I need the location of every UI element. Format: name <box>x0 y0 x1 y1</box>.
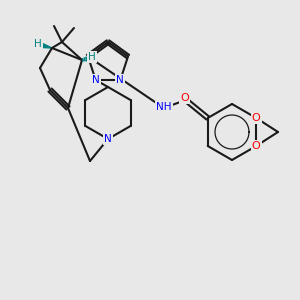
Polygon shape <box>39 43 52 48</box>
Text: NH: NH <box>156 102 172 112</box>
Text: N: N <box>116 75 124 85</box>
Text: H: H <box>88 52 96 62</box>
Text: N: N <box>104 134 112 144</box>
Text: O: O <box>180 93 189 103</box>
Text: N: N <box>92 75 100 85</box>
Text: O: O <box>252 141 261 151</box>
Text: H: H <box>34 39 42 49</box>
Text: O: O <box>252 113 261 123</box>
